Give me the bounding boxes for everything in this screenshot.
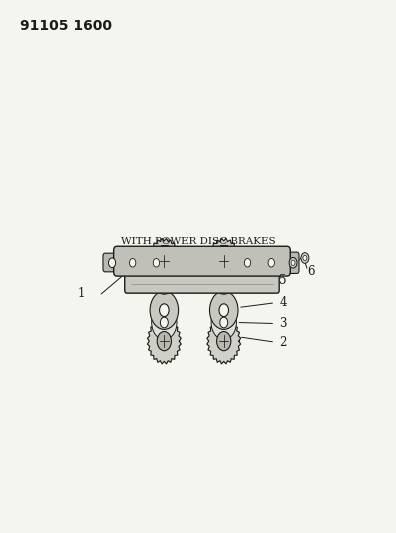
Circle shape [209, 291, 238, 329]
Circle shape [268, 259, 274, 267]
Polygon shape [147, 238, 181, 284]
Circle shape [160, 304, 169, 317]
Polygon shape [147, 318, 181, 364]
Circle shape [157, 332, 171, 351]
Circle shape [160, 262, 169, 274]
Bar [161, 272, 168, 290]
Circle shape [217, 332, 231, 351]
Text: 91105 1600: 91105 1600 [20, 19, 112, 33]
Circle shape [244, 259, 251, 267]
Circle shape [129, 259, 136, 267]
Text: 3: 3 [279, 317, 287, 330]
Circle shape [219, 304, 228, 317]
FancyBboxPatch shape [277, 252, 299, 273]
Text: 1: 1 [78, 287, 85, 300]
Circle shape [301, 253, 309, 263]
Circle shape [303, 255, 307, 261]
Circle shape [219, 262, 228, 274]
Circle shape [217, 252, 231, 271]
Circle shape [210, 250, 237, 286]
FancyBboxPatch shape [125, 269, 279, 293]
Circle shape [157, 252, 171, 271]
Circle shape [220, 317, 228, 328]
Circle shape [153, 259, 160, 267]
Polygon shape [207, 238, 241, 284]
Bar [220, 272, 227, 290]
Circle shape [160, 317, 168, 328]
Bar [161, 245, 168, 290]
Circle shape [289, 257, 297, 268]
Circle shape [160, 273, 168, 284]
Circle shape [152, 262, 176, 294]
Circle shape [151, 250, 178, 286]
Text: 6: 6 [307, 265, 314, 278]
Circle shape [109, 258, 116, 268]
Circle shape [291, 260, 295, 265]
FancyBboxPatch shape [103, 253, 123, 272]
Circle shape [211, 305, 236, 340]
Circle shape [212, 262, 236, 294]
FancyBboxPatch shape [114, 246, 290, 276]
Text: WITH POWER DISC BRAKES: WITH POWER DISC BRAKES [121, 237, 275, 246]
Polygon shape [207, 318, 241, 364]
Circle shape [152, 305, 177, 340]
Text: 5: 5 [279, 274, 287, 287]
Bar [220, 245, 227, 290]
Text: 4: 4 [279, 296, 287, 309]
Circle shape [220, 273, 228, 284]
Circle shape [150, 291, 179, 329]
Text: 2: 2 [279, 336, 287, 349]
